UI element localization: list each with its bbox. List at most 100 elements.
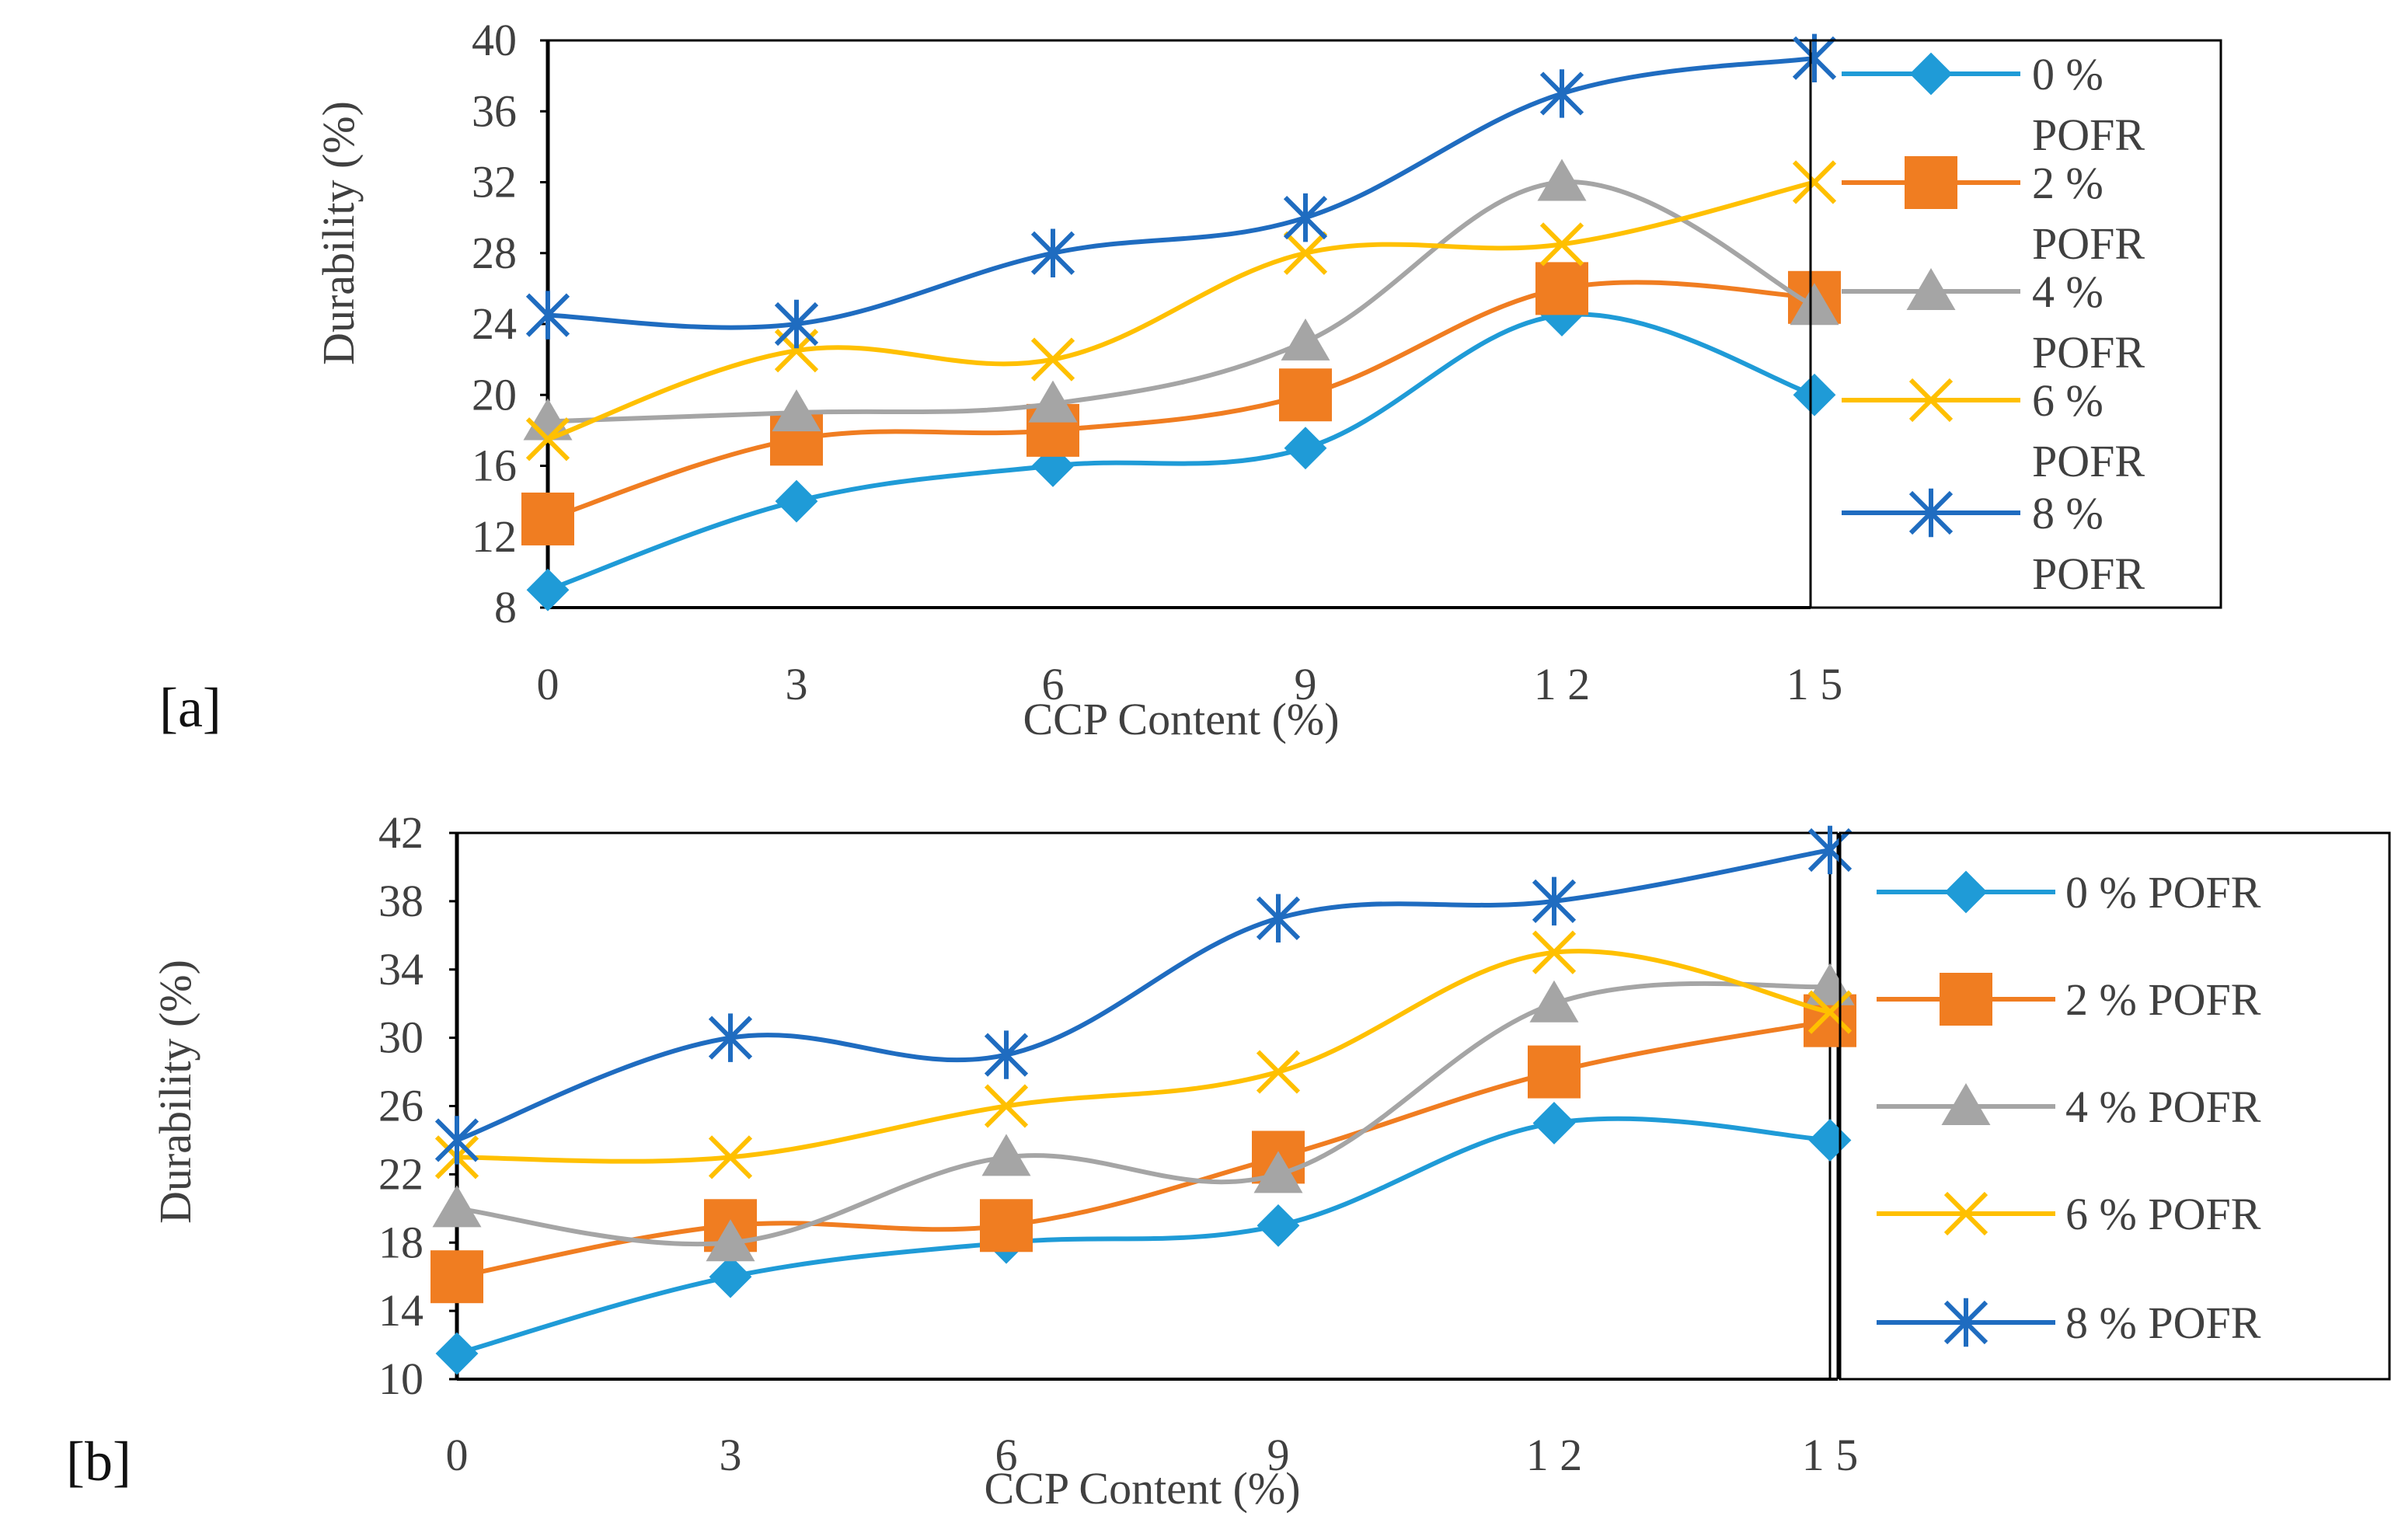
data-point [708, 1013, 753, 1062]
data-point [1532, 1102, 1576, 1145]
y-tick-label: 14 [378, 1285, 423, 1336]
legend-label: POFR [2032, 327, 2145, 378]
legend-label: 6 % POFR [2065, 1189, 2261, 1239]
data-point [1807, 825, 1853, 875]
data-point [1281, 318, 1330, 361]
data-point [525, 291, 570, 340]
legend-label: 0 % [2032, 49, 2104, 99]
y-tick-label: 22 [378, 1148, 423, 1199]
data-point [1284, 427, 1327, 470]
y-tick-label: 12 [472, 511, 517, 562]
x-axis-title: CCP Content (%) [1023, 694, 1339, 744]
legend-marker [1943, 1298, 1988, 1347]
legend-marker [1906, 268, 1956, 310]
data-point [1028, 380, 1078, 423]
data-point [1805, 963, 1855, 1005]
y-tick-label: 42 [378, 807, 423, 858]
legend-label: 2 % POFR [2065, 974, 2261, 1025]
data-point [981, 1134, 1031, 1176]
legend-entry: 4 % POFR [1842, 267, 2145, 378]
x-tick-label: 1 5 [1786, 659, 1843, 709]
legend-border [1839, 831, 2391, 1381]
data-point [1790, 283, 1839, 326]
y-tick-label: 18 [378, 1217, 423, 1267]
y-tick-label: 24 [472, 298, 517, 349]
legend-marker [1940, 973, 1992, 1026]
legend-label: 2 % [2032, 158, 2104, 208]
data-point [435, 1332, 479, 1375]
legend-label: 0 % POFR [2065, 867, 2261, 918]
data-point [1808, 1119, 1852, 1162]
data-point [1257, 1204, 1300, 1247]
series-line [456, 981, 1831, 1247]
legend-label: 4 % [2032, 267, 2104, 317]
x-tick-label: 6 [1042, 659, 1065, 709]
x-tick-label: 1 2 [1534, 659, 1591, 709]
data-point [1807, 990, 1853, 1034]
x-tick-label: 0 [537, 659, 559, 709]
legend-marker [1909, 52, 1953, 96]
x-tick-label: 9 [1267, 1430, 1290, 1480]
x-tick-label: 1 2 [1526, 1430, 1583, 1480]
series-4-pofr [523, 159, 1839, 441]
series-line [456, 949, 1831, 1164]
series-6-pofr [525, 160, 1837, 462]
legend-entry: 6 % POFR [1877, 1189, 2261, 1239]
legend-label: 4 % POFR [2065, 1082, 2261, 1132]
y-tick-label: 38 [378, 876, 423, 926]
x-tick-label: 6 [995, 1430, 1018, 1480]
data-point [775, 479, 818, 523]
series-line [456, 1116, 1831, 1356]
data-point [1539, 69, 1584, 118]
y-tick-label: 30 [378, 1012, 423, 1063]
legend-entry: 2 % POFR [1877, 973, 2261, 1026]
legend-marker [1908, 378, 1954, 423]
legend-label: 6 % [2032, 375, 2104, 426]
legend-marker [1941, 1083, 1991, 1125]
panel-label: [a] [159, 677, 221, 739]
data-point [984, 1030, 1029, 1079]
series-8-pofr [525, 33, 1837, 349]
series-0-pofr [526, 294, 1836, 611]
data-point [430, 1250, 483, 1304]
x-tick-label: 3 [720, 1430, 742, 1480]
data-point [1256, 894, 1301, 943]
legend-marker [1944, 870, 1988, 914]
x-tick-label: 1 5 [1802, 1430, 1859, 1480]
legend-label: POFR [2032, 549, 2145, 599]
data-point [1537, 159, 1587, 201]
legend-label: 8 % [2032, 488, 2104, 538]
data-point [1528, 1045, 1581, 1099]
series-4-pofr [432, 963, 1855, 1262]
data-point [521, 492, 574, 545]
series-2-pofr [430, 994, 1856, 1304]
legend-entry: 0 % POFR [1877, 867, 2261, 918]
data-point [1030, 228, 1075, 277]
data-point [1539, 222, 1584, 267]
series-line [546, 179, 1815, 442]
legend-label: POFR [2032, 436, 2145, 486]
legend-entry: 8 % POFR [1842, 488, 2145, 599]
y-tick-label: 40 [472, 15, 517, 65]
data-point [706, 1219, 755, 1262]
legend-label: POFR [2032, 218, 2145, 269]
series-6-pofr [434, 930, 1853, 1179]
data-point [980, 1199, 1033, 1253]
data-point [1283, 231, 1328, 275]
chart-panel-b: 10 14 18 22 26 30 34 38 42 0 3 6 9 1 2 1 5 CCP Content … [66, 807, 2391, 1514]
x-axis-title: CCP Content (%) [984, 1463, 1300, 1514]
data-point [774, 299, 819, 349]
series-line [547, 280, 1815, 521]
data-point [1792, 33, 1837, 83]
series-line [546, 312, 1815, 593]
x-tick-label: 0 [446, 1430, 469, 1480]
series-line [547, 179, 1816, 424]
legend-entry: 8 % POFR [1877, 1298, 2261, 1348]
legend-entry: 6 % POFR [1842, 375, 2145, 486]
data-point [526, 568, 570, 611]
data-point [434, 1116, 479, 1165]
data-point [1535, 262, 1588, 315]
y-tick-label: 34 [378, 944, 423, 995]
